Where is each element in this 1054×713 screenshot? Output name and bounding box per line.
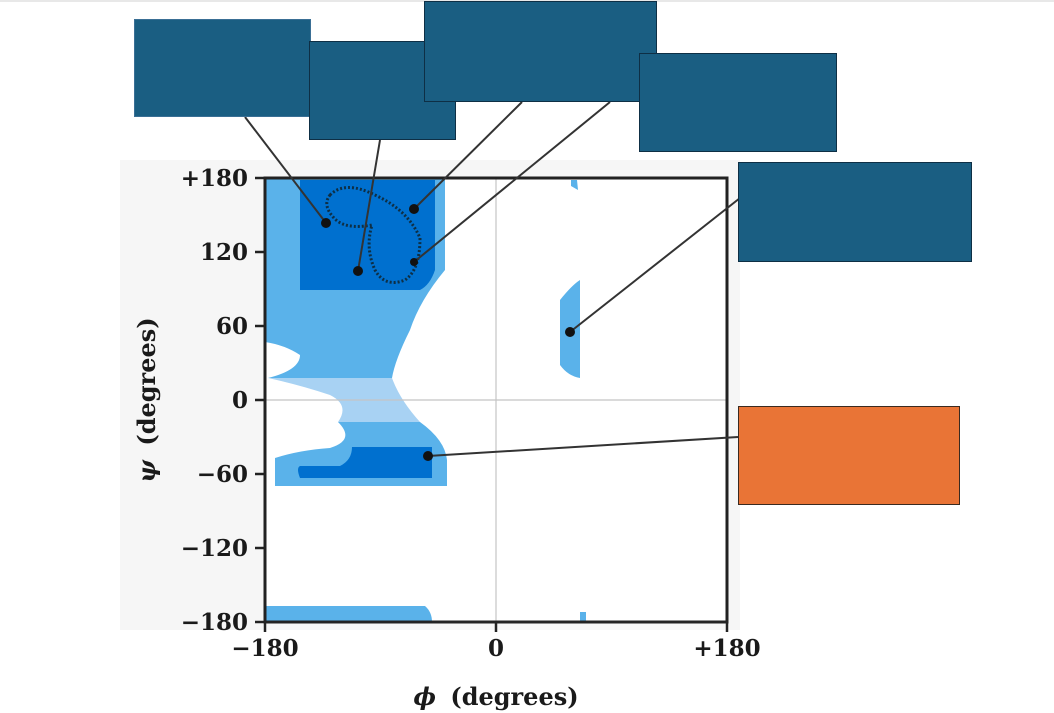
marker-point: [410, 258, 418, 266]
y-tick-label: 0: [232, 387, 248, 414]
top-fragment: [571, 180, 578, 190]
x-tick-label: +180: [693, 635, 760, 662]
y-tick-label: 120: [200, 239, 248, 266]
y-tick-label: +180: [181, 165, 248, 192]
leader-lines: [244, 101, 741, 457]
y-tick-labels: +180 120 60 0 −60 −120 −180: [181, 165, 248, 636]
marker-point: [565, 327, 575, 337]
y-axis-title: ψ (degrees): [132, 317, 161, 482]
leader-line-6: [427, 436, 739, 457]
y-ticks: [255, 176, 265, 624]
marker-points: [321, 204, 575, 461]
y-tick-label: −180: [181, 609, 248, 636]
label-box-3[interactable]: [424, 1, 657, 102]
y-axis-symbol: ψ: [132, 459, 161, 483]
beta-core-region: [300, 180, 435, 290]
label-box-4[interactable]: [639, 53, 837, 152]
dotted-loop-path: [325, 186, 422, 284]
marker-point: [321, 218, 331, 228]
leader-line-3: [413, 101, 523, 210]
marker-point: [353, 266, 363, 276]
x-axis-symbol: ϕ: [413, 682, 436, 711]
label-box-6-highlight[interactable]: [738, 406, 960, 505]
y-tick-label: 60: [216, 313, 248, 340]
marker-point: [423, 451, 433, 461]
y-axis-unit: (degrees): [132, 317, 161, 445]
label-box-1[interactable]: [134, 19, 311, 117]
leader-line-2: [357, 139, 381, 272]
leader-line-1: [244, 116, 327, 224]
x-ticks: [263, 622, 729, 632]
marker-point: [409, 204, 419, 214]
x-axis-title: ϕ (degrees): [413, 682, 578, 711]
bottom-fragment: [580, 612, 586, 622]
x-tick-label: 0: [488, 635, 504, 662]
x-axis-unit: (degrees): [450, 682, 578, 711]
x-tick-label: −180: [231, 635, 298, 662]
leader-line-5: [569, 197, 741, 333]
leader-line-4: [413, 101, 611, 263]
bottom-band-region: [265, 606, 432, 622]
label-box-5[interactable]: [738, 162, 972, 262]
alpha-core-region: [298, 447, 432, 478]
y-tick-label: −60: [197, 461, 248, 488]
y-tick-label: −120: [181, 535, 248, 562]
x-tick-labels: −180 0 +180: [231, 635, 760, 662]
